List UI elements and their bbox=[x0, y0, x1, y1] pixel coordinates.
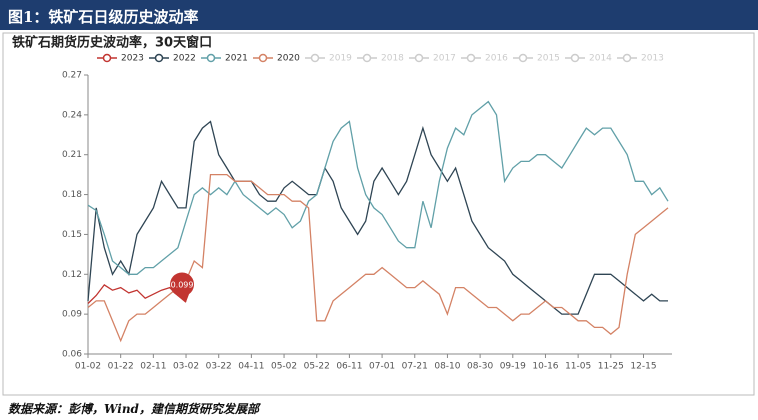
legend-label: 2023 bbox=[121, 54, 144, 64]
series-line bbox=[87, 120, 668, 315]
x-tick-label: 03-02 bbox=[173, 362, 199, 372]
header-bar: 图1：铁矿石日级历史波动率 bbox=[0, 0, 758, 30]
pin-marker bbox=[170, 272, 195, 303]
series-line bbox=[87, 100, 669, 275]
legend-label: 2021 bbox=[225, 54, 248, 64]
chart-title: 铁矿石期货历史波动率，30天窗口 bbox=[11, 35, 212, 51]
x-tick-label: 01-22 bbox=[108, 362, 134, 372]
y-tick-label: 0.12 bbox=[62, 270, 82, 280]
y-tick-label: 0.18 bbox=[62, 190, 82, 200]
x-tick-label: 08-10 bbox=[434, 362, 460, 372]
y-tick-label: 0.09 bbox=[62, 310, 82, 320]
series-line bbox=[87, 173, 669, 343]
x-tick-label: 06-11 bbox=[336, 362, 362, 372]
legend-label: 2022 bbox=[173, 54, 196, 64]
x-tick-label: 07-01 bbox=[369, 362, 395, 372]
header-title: 图1：铁矿石日级历史波动率 bbox=[8, 8, 199, 26]
x-tick-label: 09-19 bbox=[500, 362, 526, 372]
x-tick-label: 11-05 bbox=[565, 362, 591, 372]
legend-label-inactive: 2013 bbox=[641, 54, 664, 64]
legend-label-inactive: 2019 bbox=[329, 54, 352, 64]
legend-icon bbox=[466, 53, 476, 63]
x-tick-label: 05-22 bbox=[304, 362, 330, 372]
x-tick-label: 10-16 bbox=[532, 362, 558, 372]
x-tick-label: 03-22 bbox=[206, 362, 232, 372]
legend-label-inactive: 2014 bbox=[589, 54, 612, 64]
chart-border bbox=[2, 32, 755, 396]
legend-icon bbox=[154, 53, 164, 63]
chart: 铁矿石期货历史波动率，30天窗口 0.06 0.09 0.12 0.15 0.18 0.2… bbox=[2, 32, 755, 396]
x-tick-label: 12-15 bbox=[630, 362, 656, 372]
x-tick-label: 07-21 bbox=[402, 362, 428, 372]
x-tick-label: 02-11 bbox=[140, 362, 166, 372]
y-tick-label: 0.24 bbox=[62, 110, 82, 120]
series-line bbox=[87, 284, 187, 304]
x-tick-label: 05-02 bbox=[271, 362, 297, 372]
legend-label-inactive: 2017 bbox=[433, 54, 456, 64]
pin-label: 0.099 bbox=[171, 281, 194, 290]
legend-icon bbox=[206, 53, 216, 63]
y-tick-label: 0.06 bbox=[62, 350, 82, 360]
legend-label-inactive: 2016 bbox=[485, 54, 508, 64]
legend-icon bbox=[362, 53, 372, 63]
legend-icon bbox=[414, 53, 424, 63]
legend-label: 2020 bbox=[277, 54, 300, 64]
legend-icon bbox=[258, 53, 268, 63]
x-tick-label: 08-30 bbox=[467, 362, 493, 372]
legend-icon bbox=[622, 53, 632, 63]
x-tick-label: 01-02 bbox=[75, 362, 101, 372]
legend-icon bbox=[310, 53, 320, 63]
legend-label-inactive: 2018 bbox=[381, 54, 404, 64]
x-tick-label: 04-11 bbox=[238, 362, 264, 372]
legend-icon bbox=[102, 53, 112, 63]
legend-label-inactive: 2015 bbox=[537, 54, 560, 64]
y-tick-label: 0.27 bbox=[62, 71, 82, 81]
legend-icon bbox=[570, 53, 580, 63]
legend-icon bbox=[518, 53, 528, 63]
x-tick-label: 11-25 bbox=[598, 362, 624, 372]
y-tick-label: 0.15 bbox=[62, 230, 82, 240]
source-note: 数据来源：彭博，Wind，建信期货研究发展部 bbox=[8, 402, 259, 416]
y-tick-label: 0.21 bbox=[62, 150, 82, 160]
